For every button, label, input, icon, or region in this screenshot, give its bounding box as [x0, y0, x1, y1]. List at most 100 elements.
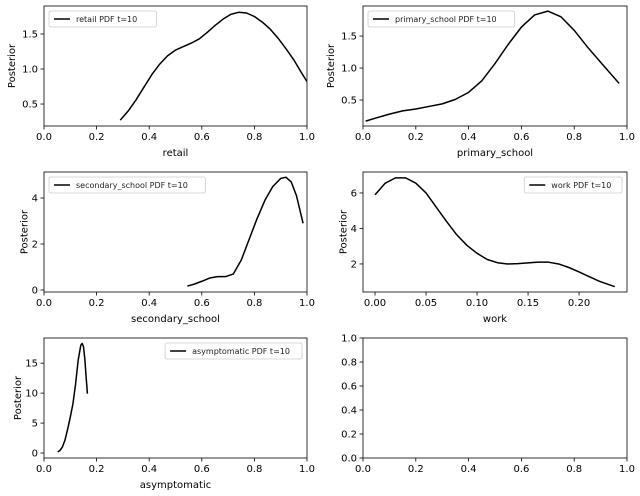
y-tick-label: 0.4 — [341, 406, 357, 417]
legend: primary_school PDF t=10 — [367, 10, 516, 28]
x-tick-label: 0.05 — [415, 298, 437, 309]
subplots: 0.0 0.2 0.4 0.6 0.8 1.0 0.5 1.0 1.5 retail Posteri… — [7, 5, 635, 491]
x-tick-label: 0.4 — [461, 464, 477, 475]
y-tick-label: 15 — [25, 359, 38, 370]
legend-box — [164, 342, 303, 360]
y-tick-label: 0 — [32, 285, 38, 296]
x-tick-label: 0.0 — [355, 464, 371, 475]
y-tick-label: 1.0 — [341, 64, 357, 75]
y-tick-label: 0.0 — [341, 454, 357, 465]
x-tick-label: 0.6 — [194, 464, 210, 475]
legend-box — [367, 10, 516, 28]
legend-label: work PDF t=10 — [551, 181, 611, 190]
x-tick-label: 0.0 — [355, 132, 371, 143]
x-tick-label: 1.0 — [299, 298, 315, 309]
legend: retail PDF t=10 — [48, 10, 157, 28]
y-tick-label: 1.0 — [22, 65, 38, 76]
series-line-work — [374, 177, 616, 288]
x-tick-label: 1.0 — [299, 464, 315, 475]
x-tick-label: 0.6 — [194, 298, 210, 309]
x-tick-label: 0.15 — [517, 298, 539, 309]
x-tick-label: 0.2 — [89, 298, 105, 309]
x-tick-label: 0.4 — [141, 132, 157, 143]
axes-frame — [43, 171, 308, 293]
y-tick-label: 1.5 — [22, 30, 38, 41]
subplot-primary_school: 0.0 0.2 0.4 0.6 0.8 1.0 0.5 1.0 1.5 primary_schoo… — [326, 5, 635, 159]
x-tick-label: 0.0 — [36, 464, 52, 475]
legend-label: primary_school PDF t=10 — [395, 15, 497, 24]
y-tick-label: 1.0 — [341, 334, 357, 345]
x-tick-label: 0.8 — [246, 298, 262, 309]
subplot-secondary_school: 0.0 0.2 0.4 0.6 0.8 1.0 0 2 4 secondary_school Pos… — [20, 171, 315, 325]
x-tick-label: 0.6 — [513, 132, 529, 143]
legend-box — [48, 10, 157, 28]
x-tick-label: 0.2 — [408, 464, 424, 475]
x-tick-label: 0.6 — [194, 132, 210, 143]
series-line-retail — [119, 11, 307, 121]
axes-frame — [362, 337, 628, 459]
x-axis-label: asymptomatic — [140, 480, 211, 491]
x-axis-label: retail — [163, 148, 189, 159]
y-tick-label: 4 — [32, 193, 38, 204]
x-tick-label: 0.8 — [566, 132, 582, 143]
x-tick-label: 0.4 — [141, 298, 157, 309]
x-tick-label: 0.4 — [461, 132, 477, 143]
x-tick-label: 1.0 — [299, 132, 315, 143]
y-tick-label: 0.5 — [22, 100, 38, 111]
legend: asymptomatic PDF t=10 — [164, 342, 303, 360]
series-line-asymptomatic — [57, 342, 89, 453]
y-tick-label: 6 — [351, 188, 357, 199]
legend: secondary_school PDF t=10 — [48, 176, 206, 194]
y-tick-label: 2 — [351, 259, 357, 270]
x-tick-label: 0.4 — [141, 464, 157, 475]
legend-label: asymptomatic PDF t=10 — [192, 347, 290, 356]
x-tick-label: 0.0 — [36, 132, 52, 143]
legend-box — [48, 176, 206, 194]
y-axis-label: Posterior — [7, 43, 18, 88]
series-line-secondary_school — [187, 176, 304, 287]
x-tick-label: 0.2 — [89, 132, 105, 143]
axes-frame — [43, 5, 308, 127]
y-tick-label: 0 — [32, 449, 38, 460]
y-tick-label: 0.2 — [341, 430, 357, 441]
y-axis-label: Posterior — [20, 209, 31, 254]
axes-frame — [362, 5, 628, 127]
x-axis-label: secondary_school — [131, 314, 220, 325]
x-axis-label: primary_school — [457, 148, 533, 159]
x-tick-label: 1.0 — [619, 132, 635, 143]
x-tick-label: 0.8 — [566, 464, 582, 475]
x-tick-label: 0.8 — [246, 464, 262, 475]
legend-label: secondary_school PDF t=10 — [76, 181, 188, 190]
x-tick-label: 0.00 — [364, 298, 386, 309]
legend: work PDF t=10 — [523, 176, 623, 194]
y-axis-label: Posterior — [339, 209, 350, 254]
y-tick-label: 1.5 — [341, 32, 357, 43]
y-tick-label: 10 — [25, 389, 38, 400]
subplot-empty: 0.0 0.2 0.4 0.6 0.8 1.0 0.0 0.2 0.4 0.6 0.8 1.0 — [341, 334, 635, 476]
y-tick-label: 0.8 — [341, 358, 357, 369]
series-line-primary_school — [365, 10, 620, 122]
y-tick-label: 4 — [351, 224, 357, 235]
y-tick-label: 2 — [32, 239, 38, 250]
y-axis-label: Posterior — [13, 375, 24, 420]
subplot-retail: 0.0 0.2 0.4 0.6 0.8 1.0 0.5 1.0 1.5 retail Posteri… — [7, 5, 315, 159]
x-tick-label: 0.0 — [36, 298, 52, 309]
x-tick-label: 0.6 — [513, 464, 529, 475]
x-tick-label: 1.0 — [619, 464, 635, 475]
y-tick-label: 0.6 — [341, 382, 357, 393]
x-tick-label: 0.20 — [568, 298, 590, 309]
y-tick-label: 5 — [32, 419, 38, 430]
subplot-asymptomatic: 0.0 0.2 0.4 0.6 0.8 1.0 0 5 10 15 asymptomatic Post… — [13, 337, 315, 491]
subplot-work: 0.00 0.05 0.10 0.15 0.20 2 4 6 work Posterior work… — [339, 171, 628, 325]
x-axis-label: work — [483, 314, 507, 325]
x-tick-label: 0.10 — [466, 298, 488, 309]
y-tick-label: 0.5 — [341, 96, 357, 107]
x-tick-label: 0.2 — [89, 464, 105, 475]
x-tick-label: 0.2 — [408, 132, 424, 143]
axes-frame — [43, 337, 308, 459]
x-tick-label: 0.8 — [246, 132, 262, 143]
legend-label: retail PDF t=10 — [76, 15, 137, 24]
y-axis-label: Posterior — [326, 43, 337, 88]
